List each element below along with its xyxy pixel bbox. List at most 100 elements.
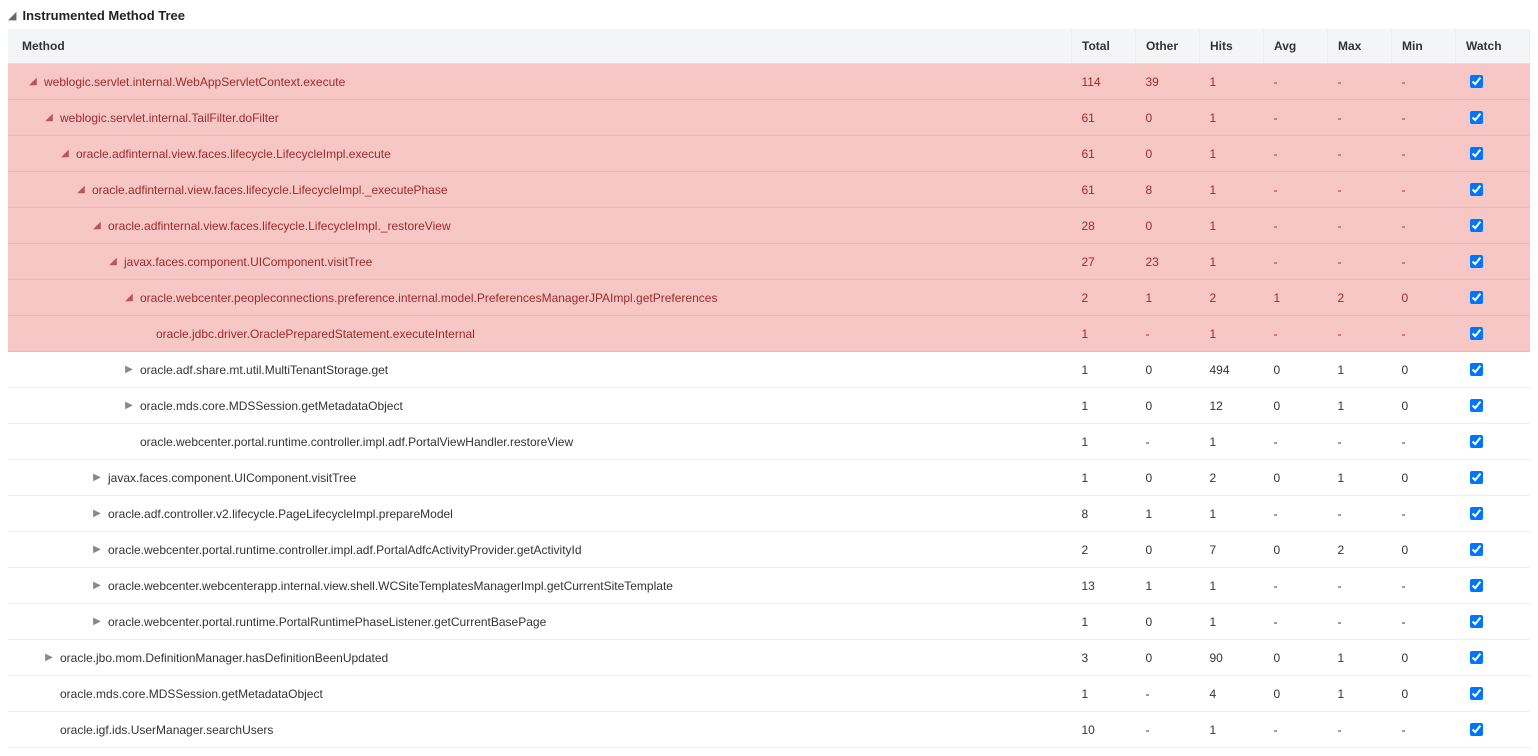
cell-max: 1 [1328, 460, 1392, 496]
table-row[interactable]: ▶ oracle.webcenter.portal.runtime.control… [8, 532, 1530, 568]
cell-avg: 0 [1264, 352, 1328, 388]
col-header-total[interactable]: Total [1072, 29, 1136, 64]
cell-hits: 1 [1200, 604, 1264, 640]
watch-checkbox[interactable] [1470, 687, 1483, 700]
watch-checkbox[interactable] [1470, 327, 1483, 340]
method-label: weblogic.servlet.internal.WebAppServletC… [44, 75, 345, 89]
panel-collapse-toggle[interactable]: ◢ [8, 9, 16, 22]
col-header-max[interactable]: Max [1328, 29, 1392, 64]
cell-other: 0 [1136, 100, 1200, 136]
watch-checkbox[interactable] [1470, 147, 1483, 160]
cell-max: - [1328, 172, 1392, 208]
tree-collapse-icon[interactable]: ◢ [124, 292, 134, 303]
method-label: oracle.webcenter.portal.runtime.controll… [108, 543, 582, 557]
table-row[interactable]: ▶ javax.faces.component.UIComponent.visit… [8, 460, 1530, 496]
tree-collapse-icon[interactable]: ◢ [60, 148, 70, 159]
tree-expand-icon[interactable]: ▶ [124, 364, 134, 375]
cell-max: 1 [1328, 388, 1392, 424]
cell-max: - [1328, 64, 1392, 100]
cell-total: 1 [1072, 676, 1136, 712]
method-cell: ◢ oracle.webcenter.peopleconnections.pref… [8, 280, 1072, 316]
cell-avg: - [1264, 172, 1328, 208]
cell-watch [1456, 208, 1530, 244]
cell-total: 1 [1072, 316, 1136, 352]
watch-checkbox[interactable] [1470, 219, 1483, 232]
tree-collapse-icon[interactable]: ◢ [76, 184, 86, 195]
table-row[interactable]: ◢ weblogic.servlet.internal.WebAppServlet… [8, 64, 1530, 100]
table-row[interactable]: ◢ oracle.webcenter.peopleconnections.pref… [8, 280, 1530, 316]
cell-other: - [1136, 316, 1200, 352]
table-row[interactable]: ▶oracle.adf.controller.v2.lifecycle.Page… [8, 496, 1530, 532]
table-row[interactable]: ◢weblogic.servlet.internal.TailFilter.do… [8, 100, 1530, 136]
watch-checkbox[interactable] [1470, 579, 1483, 592]
watch-checkbox[interactable] [1470, 291, 1483, 304]
table-row[interactable]: ◢oracle.adfinternal.view.faces.lifecycle… [8, 172, 1530, 208]
table-row[interactable]: ◢oracle.adfinternal.view.faces.lifecycle… [8, 136, 1530, 172]
col-header-min[interactable]: Min [1392, 29, 1456, 64]
table-row[interactable]: ◢oracle.igf.ids.UserManager.searchUsers1… [8, 712, 1530, 748]
table-row[interactable]: ◢oracle.jdbc.driver.OraclePreparedStatem… [8, 316, 1530, 352]
watch-checkbox[interactable] [1470, 255, 1483, 268]
cell-total: 114 [1072, 64, 1136, 100]
watch-checkbox[interactable] [1470, 75, 1483, 88]
watch-checkbox[interactable] [1470, 471, 1483, 484]
cell-other: 0 [1136, 640, 1200, 676]
watch-checkbox[interactable] [1470, 435, 1483, 448]
tree-expand-icon[interactable]: ▶ [44, 652, 54, 663]
table-row[interactable]: ▶oracle.webcenter.portal.runtime.PortalR… [8, 604, 1530, 640]
method-cell: ▶oracle.adf.share.mt.util.MultiTenantSto… [8, 352, 1072, 388]
tree-expand-icon[interactable]: ▶ [124, 400, 134, 411]
method-cell: ▶ oracle.mds.core.MDSSession.getMetadataO… [8, 388, 1072, 424]
method-label: javax.faces.component.UIComponent.visitT… [108, 471, 356, 485]
tree-expand-icon[interactable]: ▶ [92, 472, 102, 483]
cell-max: - [1328, 496, 1392, 532]
cell-hits: 12 [1200, 388, 1264, 424]
cell-watch [1456, 640, 1530, 676]
cell-min: 0 [1392, 640, 1456, 676]
panel-title: Instrumented Method Tree [22, 8, 185, 23]
col-header-method[interactable]: Method [8, 29, 1072, 64]
watch-checkbox[interactable] [1470, 507, 1483, 520]
cell-total: 8 [1072, 496, 1136, 532]
table-row[interactable]: ◢oracle.adfinternal.view.faces.lifecycle… [8, 208, 1530, 244]
cell-hits: 1 [1200, 100, 1264, 136]
col-header-other[interactable]: Other [1136, 29, 1200, 64]
tree-collapse-icon[interactable]: ◢ [44, 112, 54, 123]
table-row[interactable]: ◢oracle.mds.core.MDSSession.getMetadataO… [8, 676, 1530, 712]
table-row[interactable]: ▶oracle.jbo.mom.DefinitionManager.hasDef… [8, 640, 1530, 676]
cell-min: - [1392, 172, 1456, 208]
watch-checkbox[interactable] [1470, 723, 1483, 736]
tree-collapse-icon[interactable]: ◢ [92, 220, 102, 231]
cell-other: 0 [1136, 604, 1200, 640]
col-header-hits[interactable]: Hits [1200, 29, 1264, 64]
tree-collapse-icon[interactable]: ◢ [108, 256, 118, 267]
tree-expand-icon[interactable]: ▶ [92, 616, 102, 627]
tree-expand-icon[interactable]: ▶ [92, 508, 102, 519]
watch-checkbox[interactable] [1470, 651, 1483, 664]
method-cell: ▶ oracle.webcenter.portal.runtime.control… [8, 532, 1072, 568]
watch-checkbox[interactable] [1470, 615, 1483, 628]
cell-other: 0 [1136, 532, 1200, 568]
col-header-watch[interactable]: Watch [1456, 29, 1530, 64]
col-header-avg[interactable]: Avg [1264, 29, 1328, 64]
table-row[interactable]: ▶oracle.adf.share.mt.util.MultiTenantSto… [8, 352, 1530, 388]
tree-expand-icon[interactable]: ▶ [92, 580, 102, 591]
table-row[interactable]: ▶oracle.webcenter.webcenterapp.internal.… [8, 568, 1530, 604]
cell-avg: 0 [1264, 640, 1328, 676]
table-row[interactable]: ▶ oracle.mds.core.MDSSession.getMetadataO… [8, 388, 1530, 424]
method-label: oracle.webcenter.peopleconnections.prefe… [140, 291, 717, 305]
watch-checkbox[interactable] [1470, 183, 1483, 196]
watch-checkbox[interactable] [1470, 363, 1483, 376]
method-cell: ◢oracle.adfinternal.view.faces.lifecycle… [8, 136, 1072, 172]
cell-avg: - [1264, 496, 1328, 532]
tree-collapse-icon[interactable]: ◢ [28, 76, 38, 87]
table-row[interactable]: ◢oracle.webcenter.portal.runtime.control… [8, 424, 1530, 460]
cell-other: - [1136, 676, 1200, 712]
table-row[interactable]: ◢javax.faces.component.UIComponent.visit… [8, 244, 1530, 280]
method-label: oracle.mds.core.MDSSession.getMetadataOb… [140, 399, 403, 413]
watch-checkbox[interactable] [1470, 111, 1483, 124]
watch-checkbox[interactable] [1470, 399, 1483, 412]
cell-watch [1456, 244, 1530, 280]
tree-expand-icon[interactable]: ▶ [92, 544, 102, 555]
watch-checkbox[interactable] [1470, 543, 1483, 556]
